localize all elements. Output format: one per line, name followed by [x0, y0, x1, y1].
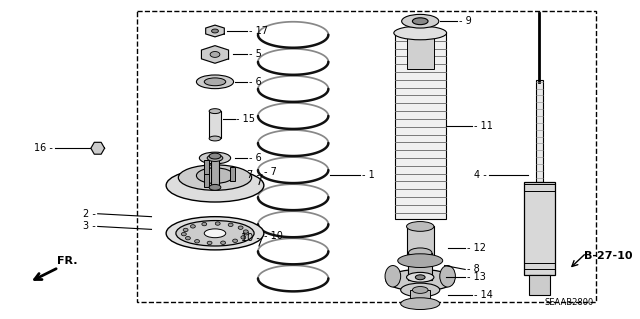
Ellipse shape [386, 270, 454, 291]
Text: 10 -: 10 - [241, 233, 260, 243]
Ellipse shape [196, 75, 234, 89]
Polygon shape [205, 25, 224, 37]
Ellipse shape [397, 254, 443, 268]
Polygon shape [202, 46, 228, 63]
FancyBboxPatch shape [211, 156, 219, 187]
Ellipse shape [183, 228, 188, 232]
Text: - 6: - 6 [249, 153, 262, 163]
Text: FR.: FR. [57, 256, 77, 265]
FancyBboxPatch shape [204, 160, 209, 174]
Text: - 8: - 8 [467, 264, 480, 274]
FancyBboxPatch shape [230, 167, 235, 181]
FancyBboxPatch shape [410, 290, 430, 304]
Ellipse shape [406, 272, 434, 282]
Text: - 17: - 17 [249, 26, 268, 36]
Text: - 9: - 9 [460, 16, 472, 26]
Ellipse shape [401, 298, 440, 309]
Ellipse shape [202, 222, 207, 226]
Ellipse shape [238, 226, 243, 229]
Ellipse shape [210, 51, 220, 57]
Ellipse shape [209, 136, 221, 141]
Text: - 14: - 14 [474, 290, 493, 300]
Ellipse shape [401, 283, 440, 297]
FancyBboxPatch shape [209, 111, 221, 138]
FancyBboxPatch shape [529, 275, 550, 295]
Bar [137, 11, 596, 302]
Text: - 13: - 13 [467, 272, 486, 282]
Ellipse shape [186, 236, 190, 240]
Text: 4 -: 4 - [474, 170, 486, 180]
Ellipse shape [221, 241, 225, 244]
Ellipse shape [440, 265, 456, 287]
FancyBboxPatch shape [395, 33, 445, 219]
Text: - 7: - 7 [264, 167, 276, 177]
Ellipse shape [241, 236, 246, 239]
Ellipse shape [209, 184, 221, 190]
Ellipse shape [166, 217, 264, 250]
Text: - 6: - 6 [249, 77, 262, 87]
Ellipse shape [394, 26, 447, 40]
Ellipse shape [412, 18, 428, 25]
FancyBboxPatch shape [406, 38, 434, 69]
Ellipse shape [402, 14, 439, 28]
Polygon shape [91, 142, 104, 154]
Text: B-27-10: B-27-10 [584, 251, 633, 261]
Text: - 5: - 5 [249, 49, 262, 59]
Ellipse shape [199, 152, 230, 164]
Ellipse shape [406, 255, 434, 264]
Text: 2 -: 2 - [83, 209, 96, 219]
Ellipse shape [415, 275, 425, 280]
Text: - 11: - 11 [474, 121, 493, 131]
Ellipse shape [215, 222, 220, 225]
FancyBboxPatch shape [524, 182, 555, 275]
Ellipse shape [195, 240, 200, 243]
FancyBboxPatch shape [408, 253, 432, 280]
FancyBboxPatch shape [406, 226, 434, 260]
Ellipse shape [209, 153, 221, 159]
Text: 16 -: 16 - [34, 143, 52, 153]
FancyBboxPatch shape [536, 80, 543, 182]
Text: SEAAB2800: SEAAB2800 [545, 298, 594, 307]
Ellipse shape [408, 248, 432, 258]
Ellipse shape [204, 78, 226, 86]
Ellipse shape [385, 265, 401, 287]
Text: - 10: - 10 [264, 231, 283, 241]
Ellipse shape [166, 169, 264, 202]
Ellipse shape [204, 229, 226, 238]
Text: - 15: - 15 [237, 114, 255, 124]
Text: 3 -: 3 - [83, 221, 96, 232]
Ellipse shape [207, 155, 223, 161]
Ellipse shape [412, 286, 428, 293]
Ellipse shape [228, 223, 233, 226]
FancyBboxPatch shape [204, 174, 209, 187]
Ellipse shape [181, 233, 186, 236]
Ellipse shape [243, 230, 248, 233]
Ellipse shape [233, 239, 237, 242]
Ellipse shape [207, 241, 212, 245]
Ellipse shape [179, 165, 252, 190]
Text: - 1: - 1 [362, 170, 374, 180]
Ellipse shape [244, 232, 249, 235]
Ellipse shape [406, 222, 434, 231]
Ellipse shape [209, 109, 221, 114]
Ellipse shape [191, 225, 195, 228]
Text: 7 -: 7 - [247, 170, 260, 180]
Ellipse shape [196, 168, 234, 183]
Ellipse shape [212, 29, 218, 33]
Ellipse shape [176, 220, 254, 246]
Text: - 12: - 12 [467, 243, 486, 253]
